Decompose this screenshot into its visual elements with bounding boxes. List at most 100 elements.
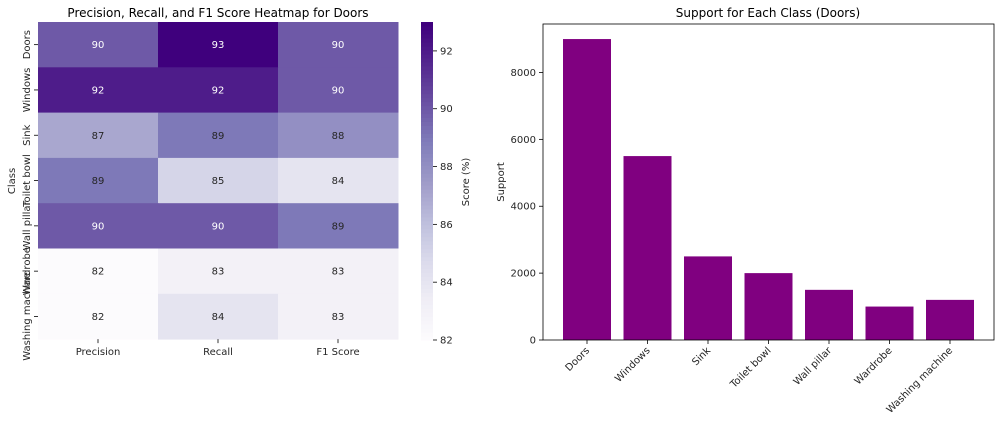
colorbar-segment — [421, 161, 433, 166]
colorbar-segment — [421, 157, 433, 162]
colorbar-tick-label: 84 — [440, 278, 453, 289]
colorbar-segment — [421, 89, 433, 95]
heatmap-cell — [38, 157, 159, 204]
colorbar-segment — [421, 204, 433, 210]
colorbar-segment — [421, 268, 433, 274]
colorbar-segment — [421, 192, 433, 198]
heatmap-cell — [278, 112, 399, 159]
colorbar-tick-label: 88 — [440, 162, 453, 173]
heatmap-cell-value: 87 — [92, 131, 105, 142]
colorbar-segment — [421, 240, 433, 246]
colorbar-segment — [421, 37, 433, 43]
colorbar-segment — [421, 85, 433, 91]
colorbar-segment — [421, 57, 433, 63]
colorbar-segment — [421, 212, 433, 218]
colorbar-segment — [421, 220, 433, 226]
colorbar-segment — [421, 69, 433, 75]
heatmap-title: Precision, Recall, and F1 Score Heatmap … — [67, 6, 368, 20]
heatmap-cell-value: 84 — [212, 312, 225, 323]
heatmap-cell — [278, 203, 399, 249]
colorbar-segment — [421, 256, 433, 262]
colorbar-segment — [421, 33, 433, 39]
heatmap-cell — [158, 248, 279, 295]
colorbar-segment — [421, 61, 433, 67]
colorbar-segment — [421, 224, 433, 230]
heatmap-row-label: Wardrobe — [22, 247, 33, 295]
colorbar-segment — [421, 173, 433, 178]
colorbar-segment — [421, 260, 433, 266]
colorbar-segment — [421, 25, 433, 31]
heatmap-cell — [278, 157, 399, 204]
heatmap-cell-value: 90 — [92, 221, 105, 232]
colorbar-segment — [421, 196, 433, 202]
heatmap-cell-value: 83 — [212, 267, 225, 278]
bar-y-tick-label: 8000 — [511, 68, 536, 79]
colorbar: 82 84 86 88 90 92 — [421, 22, 453, 347]
colorbar-segment — [421, 292, 433, 297]
colorbar-segment — [421, 188, 433, 194]
heatmap-cell — [278, 22, 399, 68]
heatmap-cell-value: 90 — [92, 40, 105, 51]
bar-x-axis-ticks: Doors Windows Sink Toilet bowl Wall pillar Wa… — [564, 340, 955, 416]
colorbar-segment — [421, 113, 433, 118]
heatmap-row-label: Doors — [22, 30, 33, 59]
heatmap-cell-value: 90 — [212, 221, 225, 232]
heatmap-cells: 90 93 90 92 92 90 87 89 88 89 85 84 90 90 89 82 83 83 82 84… — [38, 22, 399, 340]
heatmap-cell — [38, 67, 159, 114]
colorbar-segment — [421, 312, 433, 317]
heatmap-cell — [158, 112, 279, 159]
bar — [805, 289, 853, 340]
heatmap-cell-value: 92 — [212, 85, 225, 96]
colorbar-segment — [421, 252, 433, 258]
bar-x-tick-label: Sink — [690, 345, 713, 368]
bar-chart-title: Support for Each Class (Doors) — [676, 6, 860, 20]
heatmap-cell — [38, 112, 159, 159]
colorbar-segment — [421, 228, 433, 234]
colorbar-tick-label: 86 — [440, 220, 453, 231]
heatmap-column-label: Precision — [76, 347, 121, 358]
heatmap-cell — [38, 22, 159, 68]
colorbar-segment — [421, 149, 433, 154]
colorbar-segment — [421, 324, 433, 329]
heatmap-cell-value: 82 — [92, 267, 105, 278]
heatmap-cell — [158, 67, 279, 114]
heatmap-cell — [38, 248, 159, 295]
bar-y-tick-label: 4000 — [511, 202, 536, 213]
colorbar-segment — [421, 320, 433, 325]
bar-y-tick-label: 2000 — [511, 269, 536, 280]
colorbar-segment — [421, 232, 433, 238]
colorbar-segment — [421, 133, 433, 138]
colorbar-segment — [421, 165, 433, 170]
colorbar-segment — [421, 109, 433, 115]
heatmap-cell-value: 89 — [332, 221, 345, 232]
heatmap-cell-value: 85 — [212, 176, 225, 187]
colorbar-segment — [421, 125, 433, 130]
heatmap-cell-value: 93 — [212, 40, 225, 51]
colorbar-segment — [421, 129, 433, 134]
bar-x-tick-label: Toilet bowl — [728, 345, 774, 391]
colorbar-segment — [421, 308, 433, 313]
colorbar-segment — [421, 22, 433, 27]
bar — [744, 273, 793, 340]
bar-x-tick-label: Windows — [613, 345, 652, 384]
colorbar-segment — [421, 236, 433, 242]
colorbar-segment — [421, 276, 433, 281]
colorbar-tick-label: 92 — [440, 46, 453, 57]
colorbar-segment — [421, 65, 433, 71]
colorbar-segment — [421, 244, 433, 250]
bar-y-tick-label: 0 — [530, 336, 536, 347]
bar — [684, 256, 732, 340]
bar-x-tick-label: Washing machine — [885, 345, 955, 415]
colorbar-segment — [421, 248, 433, 254]
heatmap-cell-value: 82 — [92, 312, 105, 323]
colorbar-segment — [421, 181, 433, 186]
colorbar-segment — [421, 73, 433, 79]
heatmap-row-label: Washing machine — [22, 272, 33, 361]
heatmap-y-axis-label: Class — [7, 168, 18, 194]
colorbar-segment — [421, 300, 433, 305]
colorbar-segment — [421, 97, 433, 103]
colorbar-segment — [421, 280, 433, 285]
colorbar-segment — [421, 53, 433, 59]
colorbar-segment — [421, 177, 433, 182]
